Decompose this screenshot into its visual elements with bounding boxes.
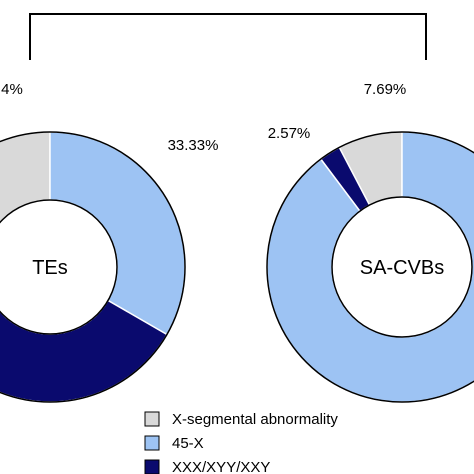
legend-item: XXX/XYY/XXY (144, 459, 270, 474)
donut-center-label: SA-CVBs (360, 257, 444, 279)
legend-swatch (144, 435, 160, 451)
donut-1: SA-CVBs 7.69% 2.57% (266, 81, 474, 403)
donut-0: TEs 4% 33.33% (0, 81, 219, 403)
legend-item: 45-X (144, 435, 204, 452)
slice-percent-label: 2.57% (268, 125, 311, 142)
donut-charts: TEs 4% 33.33% SA-CVBs 7.69% 2.57% (0, 81, 474, 403)
comparison-bracket (29, 13, 427, 60)
legend-swatch (144, 459, 160, 474)
donut-hole (331, 196, 473, 338)
slice-percent-label: 7.69% (364, 81, 407, 98)
legend-item: X-segmental abnormality (144, 411, 338, 428)
donut-outline (266, 131, 474, 403)
slice-percent-label: 4% (1, 81, 23, 98)
legend: X-segmental abnormality 45-X XXX/XYY/XXY (144, 411, 338, 474)
slice-percent-label: 33.33% (168, 137, 219, 154)
donut-center-label: TEs (32, 257, 68, 279)
donut-hole (0, 199, 118, 335)
donut-outline (0, 131, 186, 403)
legend-swatch (144, 411, 160, 427)
legend-label: XXX/XYY/XXY (172, 459, 270, 474)
legend-label: 45-X (172, 435, 204, 452)
legend-label: X-segmental abnormality (172, 411, 338, 428)
